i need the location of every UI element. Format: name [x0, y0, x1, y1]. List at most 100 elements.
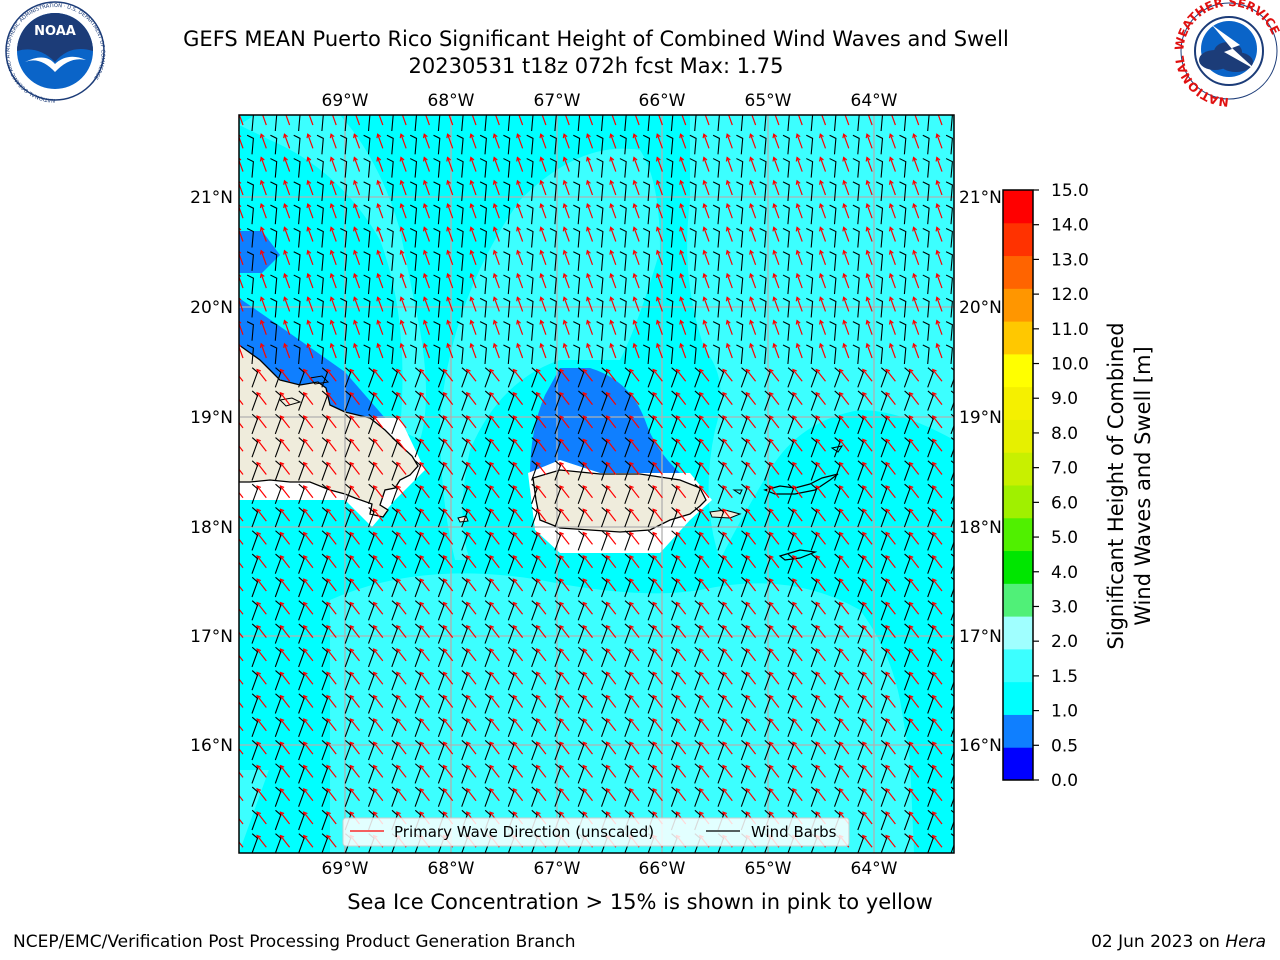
wind-barb: [367, 576, 375, 598]
wind-barb: [833, 413, 841, 435]
wind-barb: [810, 740, 818, 761]
wave-arrow: [582, 765, 593, 778]
wind-barb: [414, 786, 422, 807]
wave-arrow: [867, 115, 873, 126]
wave-arrow: [819, 157, 827, 172]
wave-arrow-head: [655, 226, 661, 232]
wind-barb: [461, 507, 468, 528]
wave-arrow: [256, 485, 267, 499]
wave-arrow: [489, 765, 500, 778]
wave-arrow-head: [655, 203, 661, 209]
wind-barb: [479, 251, 487, 271]
wind-barb: [409, 297, 418, 318]
wave-arrow-head: [234, 463, 238, 467]
colorbar-frame: [1002, 189, 1034, 781]
wave-arrow-head: [562, 342, 568, 348]
wind-barb: [554, 483, 562, 504]
lat-label-right: 19°N: [959, 408, 1002, 428]
wave-arrow: [377, 273, 384, 289]
wave-arrow: [326, 578, 337, 592]
wave-arrow: [349, 392, 360, 405]
wave-arrow: [582, 695, 593, 708]
wave-arrow: [303, 485, 314, 499]
wave-arrow: [936, 273, 943, 289]
wave-arrow: [699, 462, 710, 475]
wave-arrow: [466, 532, 477, 545]
wind-barb: [689, 204, 697, 225]
wave-arrow-head: [539, 319, 545, 325]
wind-barb: [298, 693, 305, 714]
wind-barb: [531, 763, 538, 784]
wave-arrow: [862, 392, 873, 405]
wave-arrow-head: [865, 249, 871, 255]
wave-arrow: [749, 157, 757, 172]
wave-arrow-head: [329, 342, 335, 348]
wind-barb: [251, 716, 259, 737]
wind-barb: [666, 134, 674, 155]
wind-barb: [670, 600, 678, 621]
wave-arrow-head: [865, 272, 871, 279]
wave-arrow-head: [470, 111, 474, 115]
wave-arrow-head: [399, 203, 405, 209]
wind-barb: [642, 274, 651, 295]
wind-barb: [340, 251, 348, 271]
wind-barb: [903, 600, 911, 621]
wave-arrow: [704, 115, 710, 126]
wind-barb: [274, 576, 282, 598]
wind-barb: [531, 483, 538, 504]
wave-arrow-head: [725, 226, 731, 232]
wave-arrow-head: [283, 179, 288, 185]
wave-arrow: [400, 343, 407, 359]
wave-arrow: [606, 555, 617, 569]
wind-barb: [461, 646, 468, 668]
wave-arrow-head: [888, 156, 894, 162]
wind-barb: [577, 786, 585, 807]
wave-arrow-head: [655, 133, 661, 139]
wave-arrow: [512, 532, 524, 545]
wind-barb: [950, 786, 954, 807]
wave-arrow: [256, 811, 267, 825]
wave-arrow: [330, 343, 337, 359]
wind-barb: [600, 740, 608, 761]
wave-arrow: [326, 532, 337, 545]
wave-arrow: [442, 672, 454, 685]
wave-arrow: [239, 252, 244, 266]
wind-barb: [717, 623, 725, 644]
wind-barb: [386, 158, 394, 178]
wind-barb: [554, 623, 562, 644]
wind-barb: [367, 623, 375, 644]
wind-barb: [577, 390, 585, 411]
wave-arrow: [633, 273, 640, 289]
colorbar-tick-label: 15.0: [1051, 181, 1089, 201]
wind-barb: [833, 786, 841, 807]
wave-arrow: [239, 631, 244, 638]
wind-barb: [810, 367, 818, 388]
wave-arrow-head: [353, 179, 358, 185]
wave-arrow: [769, 741, 780, 755]
wind-barb: [251, 367, 259, 388]
wave-arrow: [308, 115, 314, 126]
wave-arrow-head: [234, 439, 238, 443]
wave-arrow: [512, 369, 524, 382]
wind-barb: [437, 646, 445, 668]
wind-barb: [619, 227, 627, 248]
wind-barb: [507, 693, 515, 714]
wave-arrow-head: [586, 203, 591, 209]
wave-arrow: [819, 273, 827, 289]
wind-barb: [246, 321, 254, 341]
wind-barb: [246, 227, 254, 248]
wave-arrow: [326, 462, 337, 475]
wind-barb: [689, 321, 697, 341]
wind-barb: [647, 413, 655, 435]
wind-barb: [554, 763, 562, 784]
wind-barb: [344, 413, 352, 435]
wave-arrow-head: [819, 226, 824, 232]
wave-arrow: [307, 203, 314, 219]
wind-barb: [549, 227, 557, 248]
wind-barb: [321, 740, 329, 761]
wave-arrow: [373, 555, 384, 569]
wind-barb: [596, 251, 604, 271]
wind-barb: [344, 646, 352, 668]
wind-barb: [759, 181, 767, 201]
wave-arrow: [726, 133, 733, 149]
